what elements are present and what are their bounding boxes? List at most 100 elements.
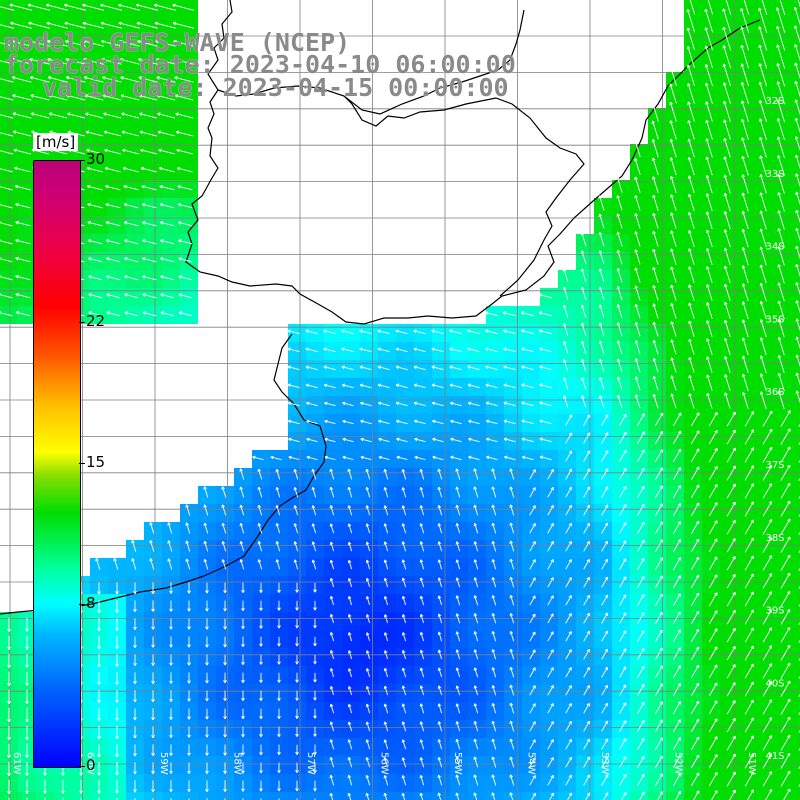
speed-cell: [792, 72, 800, 90]
speed-cell: [360, 792, 378, 800]
speed-cell: [792, 126, 800, 144]
lat-label: 34S: [765, 242, 784, 253]
speed-cell: [522, 792, 540, 800]
speed-cell: [792, 720, 800, 738]
speed-cell: [792, 558, 800, 576]
lon-label: 58W: [232, 752, 243, 775]
lon-label: 54W: [526, 752, 537, 775]
speed-cell: [792, 450, 800, 468]
speed-cell: [792, 180, 800, 198]
speed-cell: [792, 594, 800, 612]
lat-label: 40S: [765, 678, 784, 689]
colorbar-tick-label: 22: [86, 311, 106, 330]
colorbar-tick-label: 30: [86, 150, 106, 168]
speed-cell: [504, 792, 522, 800]
lon-label: 61W: [11, 752, 22, 775]
lat-label: 38S: [765, 533, 784, 544]
speed-cell: [792, 738, 800, 756]
speed-cell: [540, 792, 558, 800]
lat-label: 35S: [765, 314, 784, 325]
speed-cell: [396, 792, 414, 800]
colorbar-tick-mark: [79, 463, 85, 464]
speed-cell: [792, 90, 800, 108]
speed-cell: [792, 360, 800, 378]
speed-cell: [432, 792, 450, 800]
speed-cell: [792, 576, 800, 594]
colorbar-tick-mark: [79, 160, 85, 161]
lat-label: 39S: [765, 606, 784, 617]
speed-cell: [792, 504, 800, 522]
speed-cell: [792, 306, 800, 324]
speed-cell: [756, 792, 774, 800]
lat-label: 41S: [765, 751, 784, 762]
colorbar-tick-mark: [79, 321, 85, 323]
speed-cell: [792, 792, 800, 800]
speed-cell: [792, 648, 800, 666]
speed-cell: [792, 162, 800, 180]
speed-cell: [792, 756, 800, 774]
speed-cell: [612, 792, 630, 800]
speed-cell: [450, 792, 468, 800]
speed-cell: [792, 612, 800, 630]
speed-cell: [486, 792, 504, 800]
speed-cell: [792, 684, 800, 702]
lon-label: 53W: [599, 752, 610, 775]
colorbar-tick-label: 8: [86, 594, 96, 613]
lat-label: 36S: [765, 387, 784, 398]
speed-cell: [792, 234, 800, 252]
speed-cell: [792, 324, 800, 342]
speed-cell: [792, 144, 800, 162]
speed-cell: [774, 792, 792, 800]
speed-cell: [792, 522, 800, 540]
lat-label: 32S: [765, 96, 784, 107]
speed-cell: [792, 198, 800, 216]
speed-cell: [792, 414, 800, 432]
speed-cell: [666, 792, 684, 800]
speed-cell: [792, 288, 800, 306]
speed-cell: [738, 792, 756, 800]
speed-cell: [792, 432, 800, 450]
speed-cell: [792, 378, 800, 396]
colorbar-tick-mark: [79, 604, 85, 606]
lon-label: 55W: [452, 752, 463, 775]
speed-cell: [792, 486, 800, 504]
lon-label: 51W: [746, 752, 757, 775]
speed-cell: [792, 774, 800, 792]
speed-cell: [792, 540, 800, 558]
speed-cell: [558, 792, 576, 800]
speed-cell: [792, 108, 800, 126]
colorbar-tick-label: 15: [86, 453, 106, 471]
speed-cell: [324, 792, 342, 800]
lon-label: 59W: [158, 752, 169, 775]
speed-cell: [792, 342, 800, 360]
speed-cell: [792, 630, 800, 648]
speed-cell: [342, 792, 360, 800]
speed-cell: [468, 792, 486, 800]
speed-cell: [792, 702, 800, 720]
lat-label: 37S: [765, 460, 784, 471]
speed-cell: [594, 792, 612, 800]
colorbar-tick-mark: [79, 766, 85, 767]
speed-cell: [378, 792, 396, 800]
speed-cell: [792, 252, 800, 270]
speed-cell: [792, 216, 800, 234]
speed-cell: [792, 666, 800, 684]
colorbar-unit: [m/s]: [33, 133, 79, 151]
speed-cell: [792, 468, 800, 486]
lon-label: 57W: [305, 752, 316, 775]
lat-label: 33S: [765, 169, 784, 180]
lon-label: 52W: [673, 752, 684, 775]
speed-cell: [792, 0, 800, 18]
valid-date: valid date: 2023-04-15 00:00:00: [42, 73, 509, 102]
speed-cell: [792, 270, 800, 288]
speed-cell: [792, 396, 800, 414]
colorbar-tick-label: 0: [86, 756, 96, 774]
colorbar: [33, 160, 81, 768]
speed-cell: [684, 792, 702, 800]
speed-cell: [414, 792, 432, 800]
speed-cell: [648, 792, 666, 800]
speed-cell: [630, 792, 648, 800]
speed-cell: [576, 792, 594, 800]
lon-label: 56W: [379, 752, 390, 775]
